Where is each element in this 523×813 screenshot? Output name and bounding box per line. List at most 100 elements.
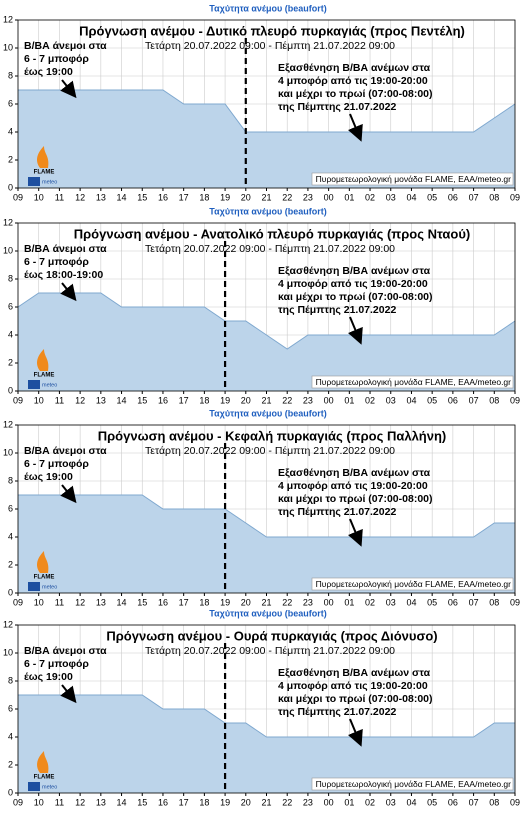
arrow	[348, 316, 363, 345]
super-title: Ταχύτητα ανέμου (beaufort)	[209, 608, 326, 618]
x-tick-label: 11	[55, 797, 64, 807]
x-tick-label: 04	[406, 797, 416, 807]
y-tick-label: 8	[8, 675, 13, 685]
arrow	[60, 684, 77, 704]
right-note: της Πέμπτης 21.07.2022	[278, 706, 396, 718]
x-tick-label: 02	[365, 597, 375, 607]
x-tick-label: 16	[158, 797, 168, 807]
x-tick-label: 12	[75, 192, 85, 202]
x-tick-label: 12	[75, 597, 85, 607]
x-tick-label: 08	[489, 597, 499, 607]
x-tick-label: 04	[406, 192, 416, 202]
x-tick-label: 09	[510, 192, 520, 202]
credit-box	[311, 777, 514, 791]
arrow	[348, 113, 363, 142]
left-note: έως 19:00	[24, 471, 73, 483]
x-tick-label: 21	[261, 597, 271, 607]
x-tick-label: 09	[510, 597, 520, 607]
y-tick-label: 0	[8, 385, 13, 395]
x-tick-label: 18	[199, 797, 209, 807]
area-line	[18, 89, 516, 133]
x-tick-label: 13	[96, 192, 106, 202]
x-tick-label: 16	[158, 395, 168, 405]
logo-m	[28, 582, 40, 591]
x-tick-label: 14	[117, 597, 127, 607]
x-tick-label: 20	[241, 192, 251, 202]
x-tick-label: 03	[386, 797, 396, 807]
arrow	[60, 484, 77, 504]
frame	[17, 19, 516, 189]
x-tick-label: 03	[386, 192, 396, 202]
x-tick-label: 11	[55, 597, 64, 607]
x-tick-label: 13	[96, 797, 106, 807]
logo-flame	[37, 751, 49, 773]
y-tick-label: 4	[8, 731, 13, 741]
arrow	[348, 718, 363, 747]
logo-flame-text: FLAME	[34, 775, 55, 781]
x-tick-label: 13	[96, 597, 106, 607]
right-note: και μέχρι το πρωί (07:00-08:00)	[278, 493, 433, 505]
area	[18, 695, 515, 793]
x-tick-label: 10	[34, 797, 44, 807]
logo-flame-text: FLAME	[34, 575, 55, 581]
left-note: έως 18:00-19:00	[24, 269, 103, 281]
left-note: Β/ΒΑ άνεμοι στα	[24, 645, 107, 657]
y-tick-label: 10	[3, 647, 13, 657]
x-tick-label: 20	[241, 797, 251, 807]
x-tick-label: 15	[137, 597, 147, 607]
x-tick-label: 21	[261, 797, 271, 807]
area-line	[18, 494, 515, 538]
x-tick-label: 18	[199, 395, 209, 405]
logo-flame	[37, 146, 49, 168]
credit: Πυρομετεωρολογική μονάδα FLAME, ΕΑΑ/mete…	[316, 579, 511, 589]
x-tick-label: 06	[448, 192, 458, 202]
x-tick-label: 03	[386, 395, 396, 405]
logo-flame	[37, 551, 49, 573]
x-tick-label: 17	[179, 192, 189, 202]
x-tick-label: 22	[282, 395, 292, 405]
x-tick-label: 08	[489, 192, 499, 202]
x-tick-label: 02	[365, 797, 375, 807]
x-tick-label: 06	[448, 597, 458, 607]
y-tick-label: 6	[8, 98, 13, 108]
area	[18, 293, 515, 391]
right-note: 4 μποφόρ από τις 19:00-20:00	[278, 75, 428, 87]
area-line	[18, 694, 515, 738]
right-note: 4 μποφόρ από τις 19:00-20:00	[278, 680, 428, 692]
x-tick-label: 00	[324, 797, 334, 807]
y-tick-label: 0	[8, 787, 13, 797]
y-tick-label: 6	[8, 703, 13, 713]
frame	[17, 424, 516, 594]
x-tick-label: 02	[365, 192, 375, 202]
x-tick-label: 22	[282, 192, 292, 202]
frame	[17, 624, 516, 794]
x-tick-label: 09	[510, 797, 520, 807]
x-tick-label: 09	[510, 395, 520, 405]
x-tick-label: 13	[96, 395, 106, 405]
x-tick-label: 04	[406, 395, 416, 405]
x-tick-label: 10	[34, 597, 44, 607]
x-tick-label: 17	[179, 395, 189, 405]
left-note: Β/ΒΑ άνεμοι στα	[24, 40, 107, 52]
x-tick-label: 20	[241, 395, 251, 405]
y-tick-label: 12	[3, 619, 13, 629]
x-tick-label: 11	[55, 395, 64, 405]
arrow	[60, 79, 77, 99]
x-tick-label: 03	[386, 597, 396, 607]
y-tick-label: 8	[8, 70, 13, 80]
x-tick-label: 05	[427, 192, 437, 202]
logo-flame	[37, 349, 49, 371]
logo-meteo: meteo	[42, 382, 57, 388]
x-tick-label: 12	[75, 395, 85, 405]
x-tick-label: 07	[469, 192, 479, 202]
arrow	[60, 282, 77, 302]
x-tick-label: 16	[158, 597, 168, 607]
chart-title: Πρόγνωση ανέμου - Κεφαλή πυρκαγιάς (προς…	[98, 428, 447, 443]
x-tick-label: 09	[13, 192, 23, 202]
area-line	[17, 292, 516, 350]
left-note: 6 - 7 μποφόρ	[24, 256, 89, 268]
x-tick-label: 23	[303, 395, 313, 405]
x-tick-label: 02	[365, 395, 375, 405]
right-note: Εξασθένηση Β/ΒΑ ανέμων στα	[278, 667, 431, 679]
chart-title: Πρόγνωση ανέμου - Ανατολικό πλευρό πυρκα…	[74, 226, 471, 241]
